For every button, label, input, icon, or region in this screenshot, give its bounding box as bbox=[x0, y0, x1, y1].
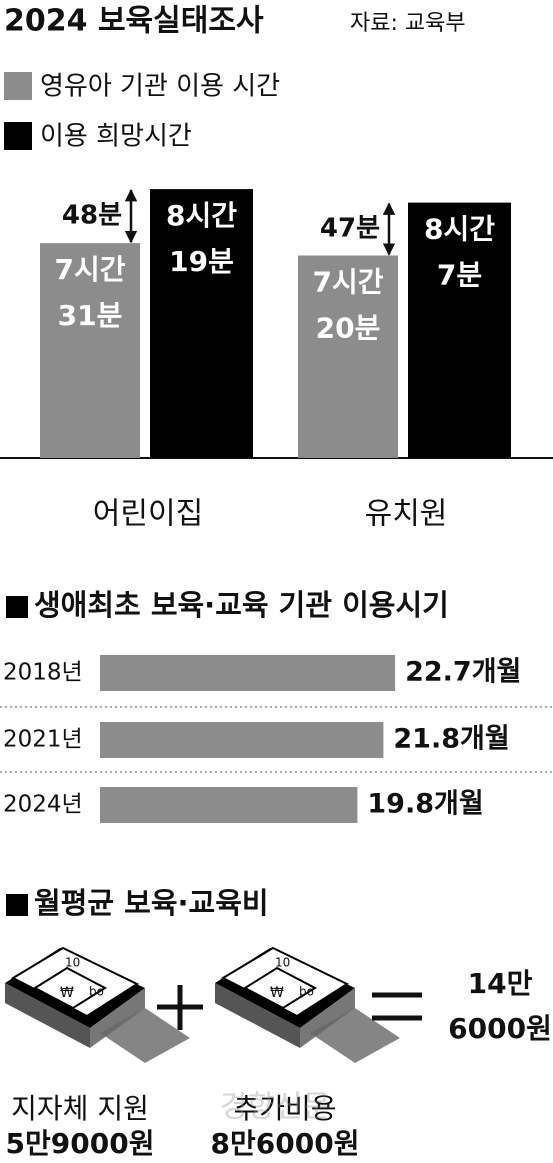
bar bbox=[150, 189, 253, 458]
value-label: 8시간 bbox=[166, 199, 237, 232]
difference-label: 48분 bbox=[62, 201, 122, 231]
bar bbox=[100, 722, 384, 758]
section-title: 생애최초 보육·교육 기관 이용시기 bbox=[34, 588, 449, 622]
legend-label: 이용 희망시간 bbox=[40, 122, 192, 152]
value-label: 19분 bbox=[169, 245, 234, 278]
section-marker bbox=[6, 596, 28, 618]
total-value: 6000원 bbox=[448, 1012, 552, 1045]
source: 자료: 교육부 bbox=[350, 11, 466, 36]
bar bbox=[298, 255, 398, 458]
y-tick-label: 2021년 bbox=[3, 727, 83, 753]
value-label: 31분 bbox=[58, 299, 123, 332]
item-label: 추가비용 bbox=[233, 1092, 336, 1125]
total-value: 14만 bbox=[468, 967, 533, 1000]
value-label: 8시간 bbox=[424, 213, 495, 246]
value-label: 7시간 bbox=[312, 266, 383, 299]
money-icon bbox=[214, 947, 401, 1064]
section-title: 월평균 보육·교육비 bbox=[34, 886, 269, 920]
bar bbox=[100, 655, 396, 691]
bar bbox=[408, 202, 511, 458]
x-tick-label: 어린이집 bbox=[93, 497, 203, 532]
y-tick-label: 2018년 bbox=[3, 660, 83, 686]
watermark: 경향신문 bbox=[220, 1090, 330, 1125]
item-value: 5만9000원 bbox=[6, 1127, 155, 1160]
legend-swatch bbox=[4, 72, 32, 100]
value-label: 20분 bbox=[316, 312, 381, 345]
item-label: 지자체 지원 bbox=[11, 1092, 149, 1125]
chart-title: 2024 보육실태조사 bbox=[4, 4, 264, 39]
legend-swatch bbox=[4, 122, 32, 150]
x-tick-label: 유치원 bbox=[365, 497, 448, 532]
y-tick-label: 2024년 bbox=[3, 792, 83, 818]
equals-sign bbox=[372, 992, 422, 1021]
bar bbox=[40, 243, 140, 458]
value-label: 21.8개월 bbox=[393, 724, 509, 755]
value-label: 7분 bbox=[437, 259, 482, 292]
value-label: 22.7개월 bbox=[405, 657, 521, 688]
item-value: 8만6000원 bbox=[211, 1127, 360, 1160]
legend-label: 영유아 기관 이용 시간 bbox=[40, 72, 280, 102]
section-marker bbox=[6, 894, 28, 916]
value-label: 7시간 bbox=[54, 253, 125, 286]
difference-label: 47분 bbox=[320, 214, 380, 244]
plus-sign bbox=[157, 985, 203, 1030]
value-label: 19.8개월 bbox=[367, 789, 483, 820]
bar bbox=[100, 787, 358, 823]
